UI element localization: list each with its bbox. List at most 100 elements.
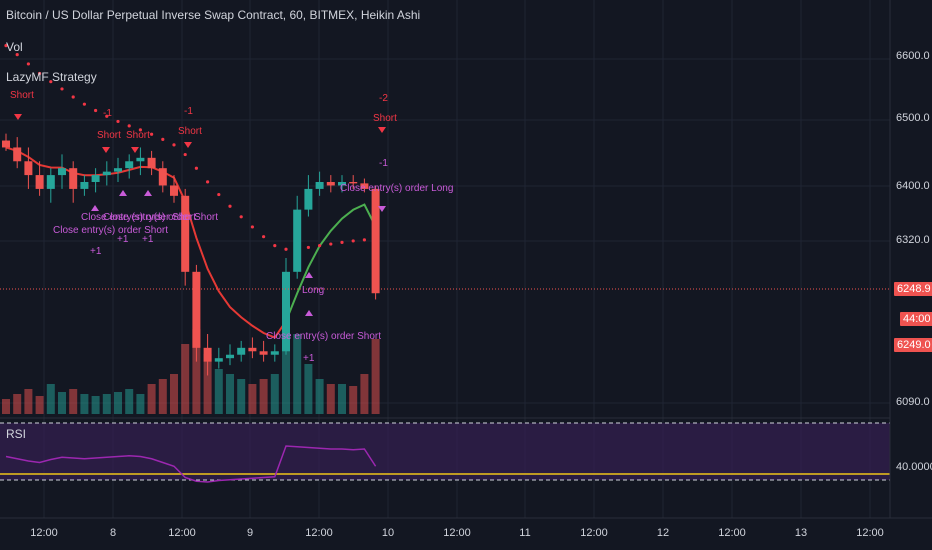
last-price-tag: 6248.9 <box>894 282 932 296</box>
volume-bar <box>136 394 145 414</box>
candle-body <box>35 175 44 189</box>
candle-body <box>58 168 66 176</box>
volume-bar <box>338 384 346 414</box>
time-tick: 13 <box>794 527 808 539</box>
time-tick: 12:00 <box>718 527 746 539</box>
trail-stop-dot <box>306 245 310 250</box>
time-tick: 12:00 <box>856 527 884 539</box>
candle-body <box>349 182 358 184</box>
candle-body <box>147 157 156 169</box>
trail-stop-dot <box>217 192 221 197</box>
volume-bar <box>69 389 78 414</box>
ema-line-green <box>285 203 377 322</box>
rsi-tick-40: 40.0000 <box>896 461 932 473</box>
candle-body <box>125 161 134 169</box>
trail-stop-dot <box>284 247 288 251</box>
trail-stop-dot <box>329 242 333 246</box>
trail-stop-dot <box>4 44 8 48</box>
volume-bar <box>293 334 302 414</box>
close-short-label: Close entry(s) order Short <box>53 225 169 236</box>
trail-stop-dot <box>60 87 64 91</box>
time-tick: 12:00 <box>30 527 58 539</box>
volume-bar <box>259 379 268 414</box>
strategy-label[interactable]: LazyMF Strategy <box>6 70 97 84</box>
volume-bar <box>192 329 201 414</box>
volume-bar <box>304 364 313 414</box>
volume-bar <box>2 399 10 414</box>
volume-bar <box>315 379 324 414</box>
candle-body <box>158 168 167 186</box>
candle-body <box>203 347 212 362</box>
volume-bar <box>158 379 167 414</box>
volume-bar <box>91 396 100 414</box>
candle-body <box>46 175 55 189</box>
minus-two-label: -2 <box>379 93 388 104</box>
trail-stop-dot <box>250 225 254 229</box>
candle-body <box>114 168 122 172</box>
signal-arrow-up <box>144 190 152 196</box>
trail-stop-dot <box>340 240 344 244</box>
rsi-indicator-label[interactable]: RSI <box>6 427 27 441</box>
vol-indicator-label[interactable]: Vol <box>6 40 23 54</box>
signal-arrow-down <box>131 147 139 153</box>
candle-body <box>248 347 257 352</box>
trail-stop-dot <box>351 239 355 243</box>
signal-arrow-up <box>91 205 99 211</box>
volume-bar <box>181 344 190 414</box>
signal-arrow-down <box>184 142 192 148</box>
candle-body <box>170 185 178 196</box>
time-tick: 11 <box>519 527 531 539</box>
candle-body <box>338 182 346 186</box>
trail-stop-dot <box>150 132 154 136</box>
candle-body <box>91 175 100 182</box>
volume-bar <box>170 374 178 414</box>
short-signal-label: Short <box>126 130 150 141</box>
volume-bar <box>102 394 111 414</box>
candle-body <box>136 157 145 162</box>
trail-stop-dot <box>206 180 210 184</box>
signal-arrow-up <box>305 310 313 316</box>
close-long-label: Close entry(s) order Long <box>340 183 454 194</box>
candle-body <box>226 354 234 359</box>
candle-body <box>293 209 302 272</box>
volume-bar <box>125 389 134 414</box>
candle-body <box>282 271 290 352</box>
candle-body <box>304 188 313 210</box>
close-short-label: Close entry(s) order Short <box>266 331 382 342</box>
trail-stop-dot <box>82 102 86 106</box>
candle-body <box>2 140 10 148</box>
trail-stop-dot <box>228 204 232 208</box>
trail-stop-dot <box>273 244 277 248</box>
trail-stop-dot <box>138 128 142 132</box>
volume-bar <box>248 384 257 414</box>
rsi-band <box>0 423 890 480</box>
candle-body <box>326 182 335 186</box>
time-tick: 12 <box>656 527 670 539</box>
time-tick: 12:00 <box>580 527 608 539</box>
candle-body <box>371 188 380 294</box>
minus-one-label: -1 <box>103 108 112 119</box>
trail-stop-dot <box>71 95 75 99</box>
candlestick-series <box>2 114 386 376</box>
signal-arrow-down <box>14 114 22 120</box>
close-short-label: Close entry(s) order Short <box>103 212 219 223</box>
trail-stop-dot <box>194 166 198 170</box>
trail-stop-dot <box>161 137 165 141</box>
time-tick: 12:00 <box>168 527 196 539</box>
long-signal-label: Long <box>302 285 325 296</box>
trail-stop-dot <box>94 108 98 113</box>
time-tick: 9 <box>246 527 254 539</box>
volume-bar <box>214 369 223 414</box>
trail-stop-dot <box>15 53 19 57</box>
volume-bars <box>2 324 380 414</box>
candle-body <box>315 182 324 189</box>
volume-bar <box>326 384 335 414</box>
volume-bar <box>270 374 279 414</box>
signal-arrow-up <box>305 272 313 278</box>
strategy-lines <box>4 44 378 339</box>
countdown-tag: 44:00 <box>900 312 932 326</box>
candle-body <box>181 195 190 272</box>
volume-bar <box>80 394 89 414</box>
short-signal-label: Short <box>10 90 34 101</box>
